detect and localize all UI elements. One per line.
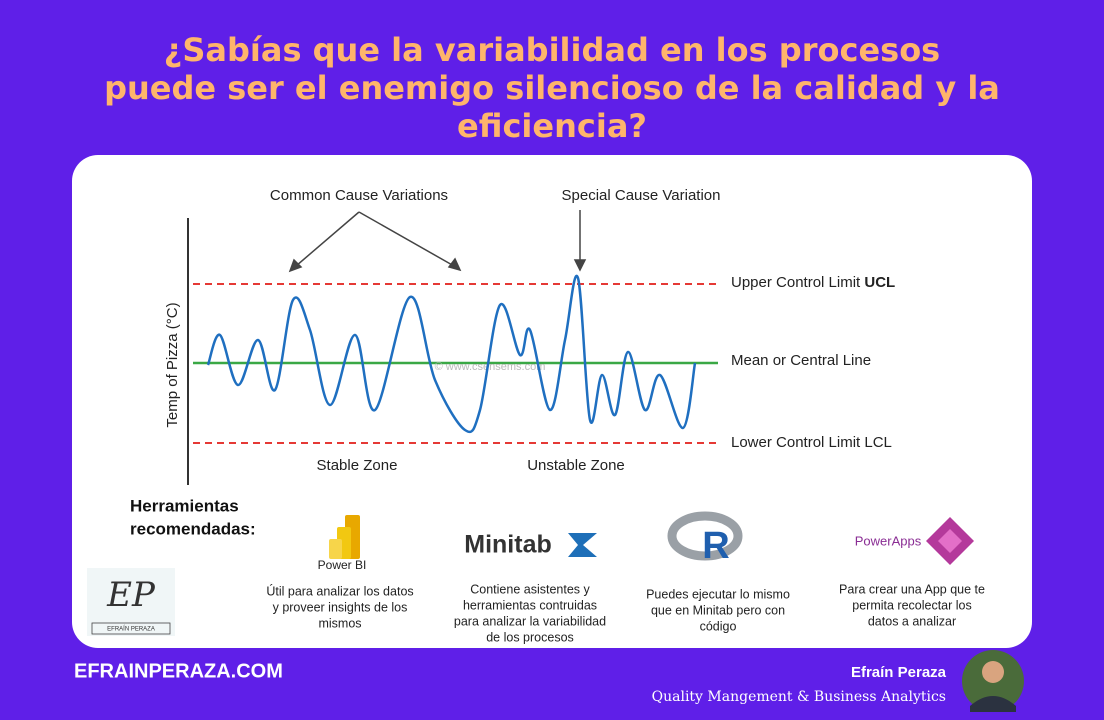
powerbi-icon (329, 515, 360, 559)
y-axis-label: Temp of Pizza (°C) (164, 302, 181, 427)
footer-author: Efraín Peraza (851, 664, 947, 681)
powerapps-icon (926, 517, 974, 565)
title-line: ¿Sabías que la variabilidad en los proce… (164, 31, 940, 69)
tool-descriptions: Útil para analizar los datos y proveer in… (266, 582, 985, 644)
arrows (288, 210, 587, 273)
heading-line: Herramientas (130, 496, 239, 515)
title-line: eficiencia? (457, 107, 647, 145)
footer-site: EFRAINPERAZA.COM (74, 660, 283, 682)
tool-description: datos a analizar (868, 614, 956, 628)
tool-description: código (700, 619, 737, 633)
heading-line: recomendadas: (130, 519, 256, 538)
tool-logo: PowerApps (855, 533, 922, 548)
card (72, 155, 1032, 648)
tools-heading: Herramientas recomendadas: (130, 496, 256, 538)
name-plate (91, 622, 171, 635)
tool-description: de los procesos (486, 630, 574, 644)
brand-monogram: EP (106, 575, 156, 615)
title: ¿Sabías que la variabilidad en los proce… (104, 31, 1000, 145)
tool-logo: Minitab (464, 531, 552, 559)
ucl-label: Upper Control Limit UCL (731, 274, 895, 291)
process-line (206, 274, 697, 434)
lcl-label: Lower Control Limit LCL (731, 434, 892, 451)
tool-logo: Power BI (318, 558, 367, 572)
author-photo (962, 650, 1024, 712)
tool-description: Para crear una App que te (839, 582, 985, 596)
tool-description: Puedes ejecutar lo mismo (646, 587, 790, 601)
mean-label: Mean or Central Line (731, 352, 871, 369)
tool-description: que en Minitab pero con (651, 603, 785, 617)
footer-role: Quality Mangement & Business Analytics (652, 689, 946, 705)
common-cause-label: Common Cause Variations (270, 187, 448, 204)
tool-description: Contiene asistentes y (470, 582, 590, 596)
tool-description: para analizar la variabilidad (454, 614, 606, 628)
tool-description: mismos (318, 616, 361, 630)
tool-logo: R (702, 525, 729, 567)
minitab-icon (568, 533, 597, 557)
stable-zone: Stable Zone (317, 457, 398, 474)
tool-description: permita recolectar los (852, 598, 972, 612)
brand-name: EFRAÍN PERAZA (107, 626, 155, 633)
special-cause-label: Special Cause Variation (562, 187, 721, 204)
brand-logo (87, 568, 175, 636)
tool-description: Útil para analizar los datos (266, 583, 413, 598)
title-line: puede ser el enemigo silencioso de la ca… (104, 69, 1000, 107)
unstable-zone: Unstable Zone (527, 457, 625, 474)
r-ring (667, 511, 743, 561)
watermark: © www.csensems.com (435, 361, 546, 373)
tool-description: y proveer insights de los (273, 600, 408, 614)
tool-description: herramientas contruidas (463, 598, 597, 612)
